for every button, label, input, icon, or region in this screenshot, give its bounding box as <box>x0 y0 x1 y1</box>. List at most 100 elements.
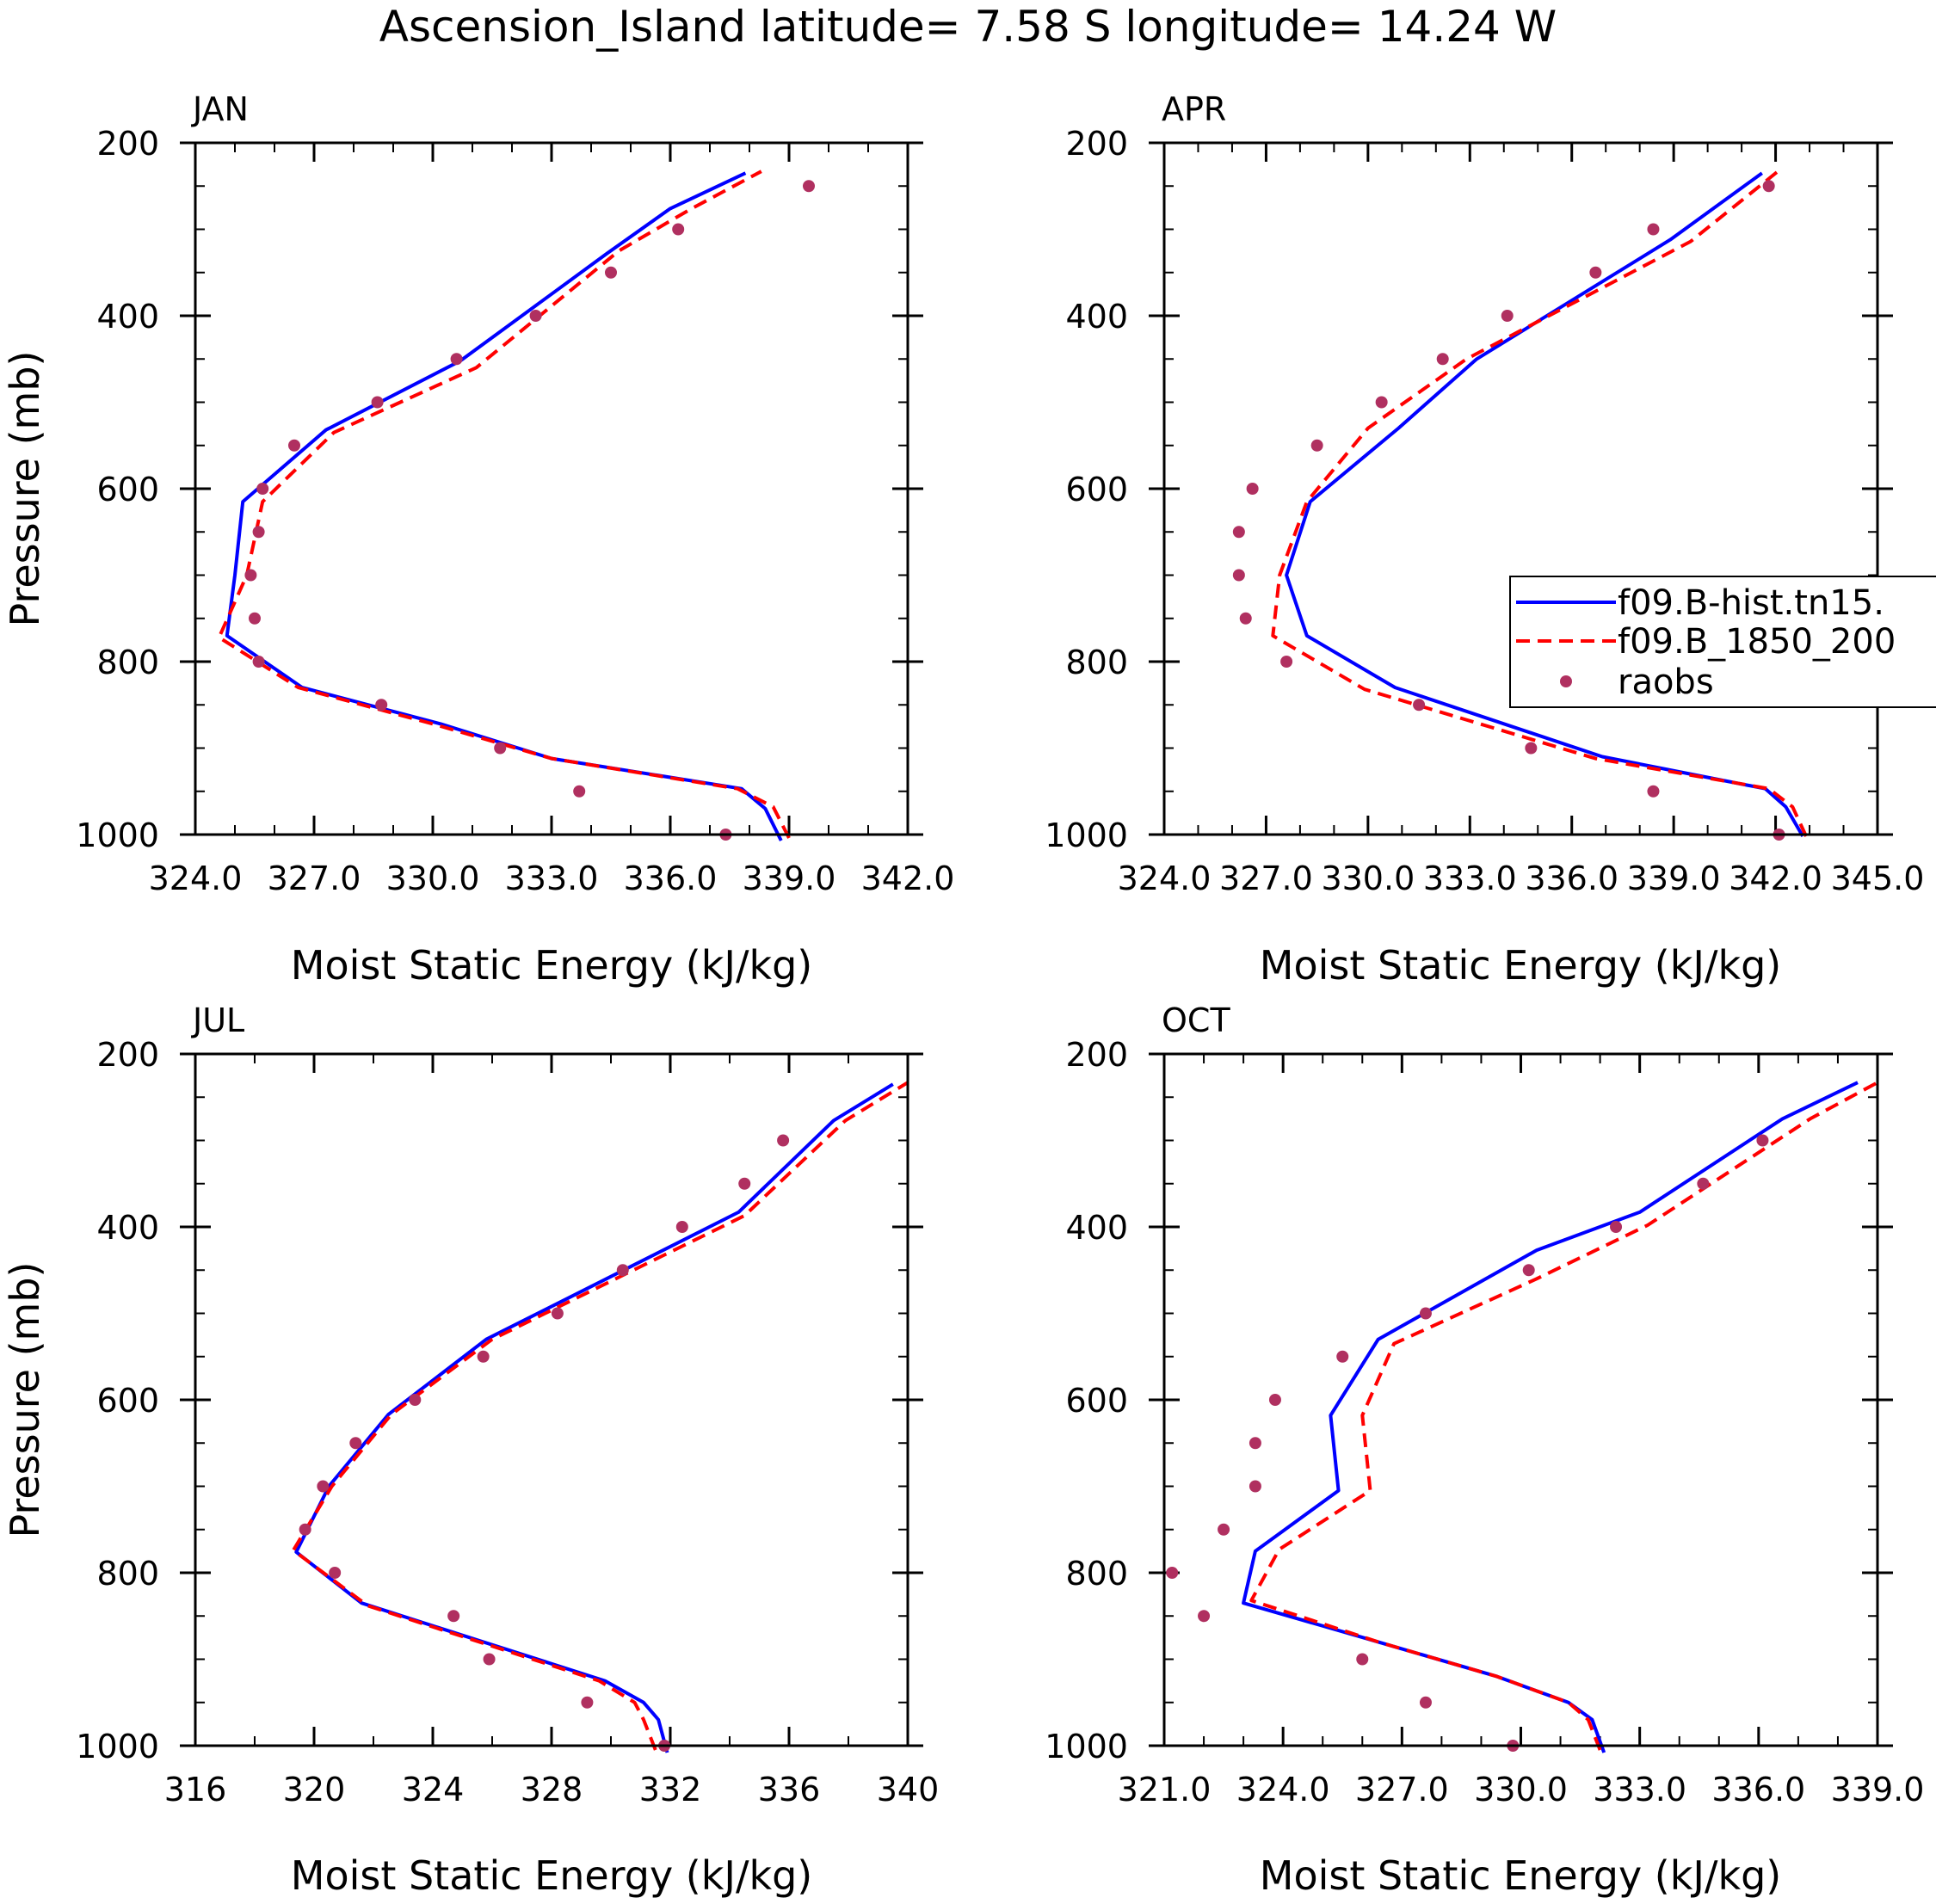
y-tick-label-oct: 600 <box>1065 1382 1128 1420</box>
x-tick-label-jul: 336 <box>758 1771 821 1808</box>
x-tick-label-oct: 336.0 <box>1711 1771 1805 1808</box>
raobs-point-apr <box>1501 310 1514 322</box>
raobs-point-jul <box>477 1350 490 1363</box>
raobs-point-apr <box>1232 526 1245 539</box>
x-tick-label-oct: 330.0 <box>1474 1771 1568 1808</box>
ticks-jan: 324.0 327.0 330.0 333.0 336.0 339.0 342.0 200 40… <box>76 125 954 897</box>
raobs-point-jul <box>738 1177 751 1190</box>
y-tick-label-oct: 800 <box>1065 1555 1128 1593</box>
y-tick-label-oct: 200 <box>1065 1036 1128 1074</box>
x-axis-title-jan: Moist Static Energy (kJ/kg) <box>291 942 813 989</box>
raobs-point-jul <box>483 1653 496 1666</box>
x-tick-label-apr: 330.0 <box>1321 860 1415 897</box>
ticks-jul: 316 320 324 328 332 336 340 200 400 600 800 1000 <box>76 1036 939 1808</box>
panel-apr: APR Moist Static Energy (kJ/kg) 324.0 327… <box>1045 90 1924 989</box>
raobs-point-apr <box>1310 439 1323 452</box>
y-tick-label-jul: 1000 <box>76 1728 159 1765</box>
marks-jul <box>291 1081 909 1753</box>
x-tick-label-jul: 316 <box>164 1771 227 1808</box>
raobs-point-apr <box>1413 699 1426 712</box>
x-tick-label-jul: 324 <box>402 1771 465 1808</box>
y-tick-label-jan: 400 <box>96 298 159 336</box>
x-tick-label-jan: 324.0 <box>149 860 243 897</box>
x-tick-label-oct: 339.0 <box>1831 1771 1925 1808</box>
plot-frame-jan <box>194 141 909 836</box>
raobs-point-oct <box>1419 1696 1432 1709</box>
raobs-point-oct <box>1268 1394 1281 1406</box>
y-tick-label-apr: 400 <box>1065 298 1128 336</box>
raobs-point-jul <box>317 1480 330 1493</box>
raobs-point-jan <box>249 612 261 625</box>
series-line-hist-apr <box>1285 171 1804 838</box>
x-tick-label-apr: 333.0 <box>1423 860 1517 897</box>
raobs-point-jan <box>256 483 269 495</box>
x-tick-label-jul: 340 <box>877 1771 940 1808</box>
y-tick-label-jan: 800 <box>96 644 159 681</box>
raobs-point-jan <box>244 569 257 582</box>
y-tick-label-jul: 200 <box>96 1036 159 1074</box>
legend-label-1850: f09.B_1850_200 <box>1618 622 1896 662</box>
raobs-point-jan <box>252 526 265 539</box>
marks-jan <box>217 169 815 841</box>
raobs-point-apr <box>1647 785 1660 798</box>
x-axis-title-jul: Moist Static Energy (kJ/kg) <box>291 1852 813 1899</box>
x-tick-label-jan: 336.0 <box>624 860 718 897</box>
raobs-point-apr <box>1246 483 1259 495</box>
x-tick-label-jan: 330.0 <box>386 860 480 897</box>
x-tick-label-apr: 339.0 <box>1627 860 1721 897</box>
raobs-point-jan <box>672 223 685 236</box>
y-tick-label-jan: 600 <box>96 471 159 508</box>
panel-label-jan: JAN <box>191 90 249 128</box>
y-tick-label-apr: 200 <box>1065 125 1128 163</box>
raobs-point-jan <box>605 266 617 279</box>
marks-oct <box>1166 1081 1878 1753</box>
raobs-point-jan <box>450 353 463 366</box>
x-tick-label-jan: 342.0 <box>861 860 955 897</box>
raobs-point-oct <box>1166 1567 1179 1579</box>
x-tick-label-apr: 336.0 <box>1525 860 1618 897</box>
raobs-point-jul <box>551 1307 564 1320</box>
raobs-point-oct <box>1697 1177 1710 1190</box>
series-line-hist-jul <box>294 1082 894 1753</box>
y-tick-label-apr: 800 <box>1065 644 1128 681</box>
raobs-point-apr <box>1525 742 1538 755</box>
raobs-point-apr <box>1280 656 1293 668</box>
raobs-point-apr <box>1589 266 1602 279</box>
raobs-point-jul <box>329 1567 342 1579</box>
raobs-point-oct <box>1218 1523 1230 1536</box>
series-line-1850-oct <box>1249 1081 1878 1751</box>
y-tick-label-jan: 200 <box>96 125 159 163</box>
raobs-point-oct <box>1522 1264 1535 1277</box>
panel-label-jul: JUL <box>191 1001 244 1039</box>
ticks-oct: 321.0 324.0 327.0 330.0 333.0 336.0 339.0 200 40… <box>1045 1036 1924 1808</box>
raobs-point-apr <box>1436 353 1449 366</box>
x-tick-label-jan: 327.0 <box>268 860 361 897</box>
ticks-apr: 324.0 327.0 330.0 333.0 336.0 339.0 342.0 345.0… <box>1045 125 1924 897</box>
x-tick-label-jul: 332 <box>639 1771 702 1808</box>
raobs-point-jul <box>349 1437 362 1450</box>
panel-label-oct: OCT <box>1162 1001 1230 1039</box>
series-line-1850-jul <box>291 1081 909 1751</box>
raobs-point-apr <box>1647 223 1660 236</box>
raobs-point-apr <box>1239 612 1252 625</box>
y-tick-label-oct: 1000 <box>1045 1728 1128 1765</box>
y-tick-label-oct: 400 <box>1065 1209 1128 1247</box>
series-line-hist-oct <box>1242 1081 1859 1753</box>
figure-title: Ascension_Island latitude= 7.58 S longit… <box>379 2 1557 52</box>
x-tick-label-oct: 327.0 <box>1355 1771 1449 1808</box>
raobs-point-jan <box>288 439 300 452</box>
raobs-point-jul <box>777 1134 790 1147</box>
x-tick-label-apr: 327.0 <box>1219 860 1313 897</box>
y-axis-title-jan: Pressure (mb) <box>2 351 48 627</box>
panel-oct: OCT Moist Static Energy (kJ/kg) 321.0 324… <box>1045 1001 1924 1899</box>
raobs-point-oct <box>1756 1134 1769 1147</box>
raobs-point-apr <box>1375 396 1388 409</box>
raobs-point-jan <box>252 656 265 668</box>
legend-dot-raobs <box>1560 675 1572 687</box>
raobs-point-jan <box>375 699 388 712</box>
x-axis-title-oct: Moist Static Energy (kJ/kg) <box>1260 1852 1782 1899</box>
x-tick-label-jul: 320 <box>283 1771 346 1808</box>
raobs-point-jan <box>494 742 507 755</box>
raobs-point-oct <box>1419 1307 1432 1320</box>
